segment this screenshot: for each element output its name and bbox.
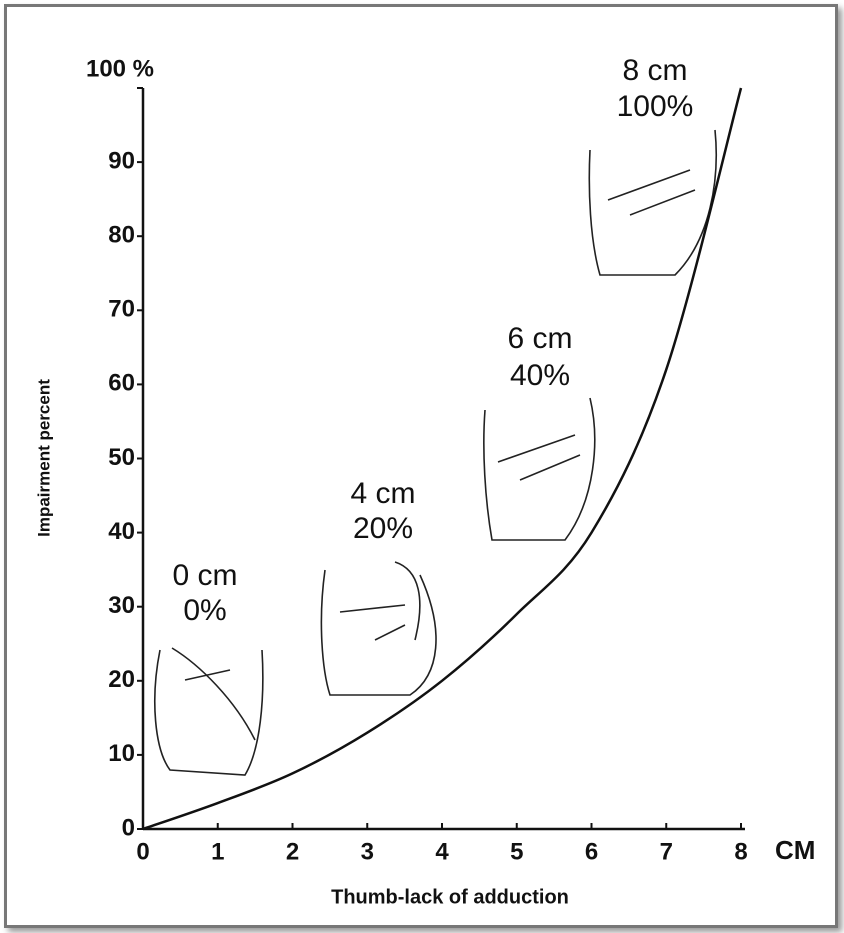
x-tick-label: 8 <box>734 838 747 865</box>
y-tick-label: 90 <box>108 147 135 174</box>
hand-sketch <box>320 561 437 696</box>
y-tick-label: 20 <box>108 666 135 693</box>
x-tick-label: 2 <box>286 838 299 865</box>
y-axis-label: Impairment percent <box>34 379 53 537</box>
x-tick-label: 0 <box>136 838 149 865</box>
hand-sketch <box>154 647 264 776</box>
annotation: 8 cm <box>622 54 687 87</box>
curve <box>142 87 743 831</box>
y-tick-label: 10 <box>108 740 135 767</box>
x-tick-label: 4 <box>435 838 449 865</box>
annotation: 0 cm <box>172 559 237 592</box>
x-tick-label: 5 <box>510 838 523 865</box>
y-tick-label: 100 % <box>86 55 154 82</box>
annotation: 100% <box>617 90 694 123</box>
y-tick-label: 60 <box>108 370 135 397</box>
annotation: 20% <box>353 512 413 545</box>
x-tick-label: 7 <box>660 838 673 865</box>
annotation: 40% <box>510 359 570 392</box>
annotation: 4 cm <box>350 477 415 510</box>
y-tick-label: 70 <box>108 296 135 323</box>
annotation: 6 cm <box>507 322 572 355</box>
y-tick-label: 30 <box>108 592 135 619</box>
x-axis-label: Thumb-lack of adduction <box>331 886 569 908</box>
y-tick-label: 40 <box>108 518 135 545</box>
x-unit-label: CM <box>775 835 815 865</box>
x-tick-label: 1 <box>211 838 224 865</box>
annotation: 0% <box>183 594 226 627</box>
hand-sketches <box>154 129 718 776</box>
hand-sketch <box>483 397 596 541</box>
y-tick-label: 0 <box>122 814 135 841</box>
x-tick-label: 3 <box>361 838 374 865</box>
y-tick-label: 50 <box>108 444 135 471</box>
y-tick-label: 80 <box>108 222 135 249</box>
hand-sketch <box>588 129 718 276</box>
x-tick-label: 6 <box>585 838 598 865</box>
